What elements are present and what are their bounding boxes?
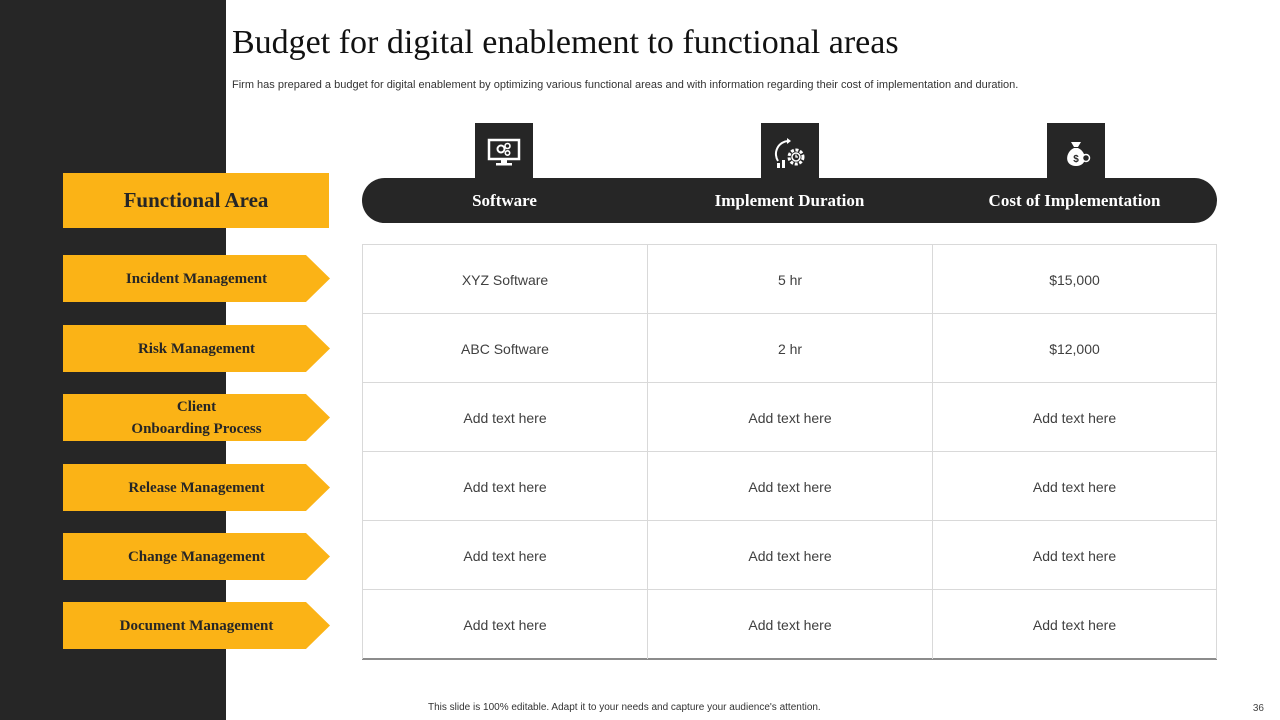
duration-icon-box <box>760 122 820 183</box>
table-cell: Add text here <box>647 452 932 521</box>
table-cell: Add text here <box>647 590 932 659</box>
software-icon-box <box>474 122 534 183</box>
functional-area-label: Incident Management <box>125 270 268 287</box>
table-row: Add text here Add text here Add text her… <box>362 590 1217 659</box>
functional-area-label: Change Management <box>127 548 266 565</box>
column-header-cost: Cost of Implementation <box>988 190 1161 210</box>
functional-area-label: Release Management <box>128 479 265 496</box>
table-cell: Add text here <box>362 452 647 521</box>
functional-area-label: Risk Management <box>137 340 256 357</box>
functional-area-header: Functional Area <box>63 173 329 228</box>
table-cell: 2 hr <box>647 314 932 383</box>
monitor-gears-icon <box>487 138 521 165</box>
page-title: Budget for digital enablement to functio… <box>232 24 899 61</box>
functional-area-item: Change Management <box>63 533 330 580</box>
table-cell: Add text here <box>362 521 647 590</box>
table-header-bar <box>362 178 1217 223</box>
table-cell: Add text here <box>932 590 1217 659</box>
table-cell: ABC Software <box>362 314 647 383</box>
table-row: Add text here Add text here Add text her… <box>362 521 1217 590</box>
table-cell: 5 hr <box>647 245 932 314</box>
footer-note: This slide is 100% editable. Adapt it to… <box>428 702 821 713</box>
functional-area-label: Client <box>176 398 217 415</box>
table-cell: Add text here <box>647 521 932 590</box>
column-header-software: Software <box>472 190 537 210</box>
table-row: Add text here Add text here Add text her… <box>362 383 1217 452</box>
page-number: 36 <box>1252 703 1264 714</box>
table-cell: Add text here <box>647 383 932 452</box>
table-cell: Add text here <box>932 383 1217 452</box>
functional-area-label: Document Management <box>119 617 274 634</box>
functional-area-item: Incident Management <box>63 255 330 302</box>
table-row: ABC Software 2 hr $12,000 <box>362 314 1217 383</box>
table-cell: XYZ Software <box>362 245 647 314</box>
functional-area-label-line2: Onboarding Process <box>131 420 262 437</box>
table-cell: $12,000 <box>932 314 1217 383</box>
table-cell: $15,000 <box>932 245 1217 314</box>
table-cell: Add text here <box>362 383 647 452</box>
functional-area-item: Risk Management <box>63 325 330 372</box>
cost-icon-box: $ <box>1046 122 1106 183</box>
column-header-duration: Implement Duration <box>714 190 865 210</box>
functional-area-item: Client Onboarding Process <box>63 394 330 441</box>
table-cell: Add text here <box>362 590 647 659</box>
svg-text:$: $ <box>1073 154 1079 165</box>
table-cell: Add text here <box>932 452 1217 521</box>
functional-area-item: Document Management <box>63 602 330 649</box>
table-row: XYZ Software 5 hr $15,000 <box>362 245 1217 314</box>
budget-table: XYZ Software 5 hr $15,000 ABC Software 2… <box>362 244 1217 660</box>
money-bag-icon: $ <box>1067 141 1091 166</box>
table-cell: Add text here <box>932 521 1217 590</box>
functional-area-item: Release Management <box>63 464 330 511</box>
table-row: Add text here Add text here Add text her… <box>362 452 1217 521</box>
page-subtitle: Firm has prepared a budget for digital e… <box>232 79 1019 91</box>
gear-clock-icon <box>775 137 805 168</box>
